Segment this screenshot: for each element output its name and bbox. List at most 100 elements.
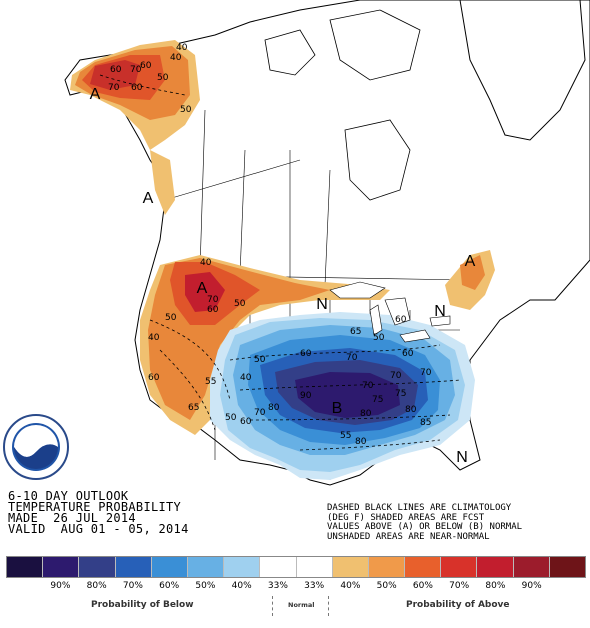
note-line: (DEG F) SHADED AREAS ARE FCST (327, 512, 485, 523)
contour-label: 50 (180, 105, 192, 115)
title-line: VALID AUG 01 - 05, 2014 (8, 522, 189, 536)
contour-label: 40 (170, 53, 182, 63)
marker-northwest: A (197, 280, 208, 297)
legend-captions: Probability of Below Normal Probability … (6, 596, 586, 616)
legend-swatch (115, 557, 152, 577)
legend-swatch (405, 557, 442, 577)
legend-swatch (79, 557, 116, 577)
legend-swatch (441, 557, 478, 577)
noaa-logo: NOAA (3, 414, 69, 480)
contour-label: 60 (240, 417, 252, 427)
legend-swatch (549, 557, 585, 577)
legend-tick: 50% (195, 581, 216, 591)
contour-label: 80 (355, 437, 367, 447)
contour-label: 50 (165, 313, 177, 323)
marker-n-east: N (434, 303, 446, 320)
region-markers: A A A A B N N N (90, 86, 476, 466)
contour-label: 60 (148, 373, 160, 383)
title-line: 6-10 DAY OUTLOOK (8, 489, 129, 503)
legend-swatch (260, 557, 297, 577)
shade-ne-50 (460, 255, 485, 290)
legend-swatch (7, 557, 44, 577)
note-line: UNSHADED AREAS ARE NEAR-NORMAL (327, 531, 490, 542)
legend-tick: 60% (159, 581, 180, 591)
contour-label: 90 (300, 391, 312, 401)
contour-label: 40 (200, 258, 212, 268)
contour-label: 70 (130, 65, 142, 75)
legend-swatch (368, 557, 406, 577)
contour-label: 60 (402, 349, 414, 359)
contour-label: 75 (372, 395, 383, 405)
legend-normal-label: Normal (288, 601, 315, 609)
climatology-note: DASHED BLACK LINES ARE CLIMATOLOGY (DEG F… (327, 503, 523, 542)
hudson-bay (344, 119, 411, 201)
contour-label: 40 (240, 373, 252, 383)
legend-swatch-bar (6, 556, 586, 578)
contour-label: 70 (346, 353, 358, 363)
marker-n-florida: N (456, 449, 468, 466)
contour-label: 80 (405, 405, 417, 415)
marker-central: B (332, 400, 343, 417)
contour-label: 75 (395, 389, 406, 399)
contour-label: 40 (176, 43, 188, 53)
legend-tick: 90% (50, 581, 71, 591)
contour-labels: 60 70 60 50 40 70 60 50 40 60 70 50 40 6… (108, 43, 432, 447)
marker-n-lakes: N (316, 296, 328, 313)
contour-label: 60 (140, 61, 152, 71)
legend-swatch (513, 557, 550, 577)
note-line: VALUES ABOVE (A) OR BELOW (B) NORMAL (327, 522, 523, 532)
legend-tick: 80% (86, 581, 107, 591)
legend-swatch (151, 557, 188, 577)
contour-label: 60 (300, 349, 312, 359)
contour-label: 60 (131, 83, 143, 93)
marker-alaska: A (90, 86, 101, 103)
contour-label: 65 (188, 403, 199, 413)
contour-label: 80 (268, 403, 280, 413)
great-lakes (329, 281, 451, 343)
legend-tick: 70% (449, 581, 470, 591)
contour-label: 55 (205, 377, 216, 387)
legend-swatch (477, 557, 514, 577)
legend-swatch (332, 557, 369, 577)
legend-above-label: Probability of Above (406, 600, 510, 610)
contour-label: 60 (110, 65, 122, 75)
contour-label: 50 (157, 73, 169, 83)
shade-se-alaska (150, 150, 175, 215)
legend-swatch (43, 557, 80, 577)
contour-label: 60 (207, 305, 219, 315)
shade-below-90 (295, 372, 400, 418)
shade-nw-70 (185, 272, 225, 312)
legend-tick: 50% (376, 581, 397, 591)
contour-label: 60 (395, 315, 407, 325)
note-line: DASHED BLACK LINES ARE CLIMATOLOGY (327, 503, 512, 513)
contour-label: 70 (362, 381, 374, 391)
legend-tick: 80% (485, 581, 506, 591)
contour-label: 85 (420, 418, 431, 428)
contour-label: 70 (207, 295, 219, 305)
legend-swatch (224, 557, 261, 577)
legend-tick-row: 90% 80% 70% 60% 50% 40% 33% 33% 40% 50% 60% 70% 80% 9… (6, 578, 586, 592)
noaa-logo-text: NOAA (24, 432, 48, 441)
legend-divider (272, 596, 273, 616)
legend-below-label: Probability of Below (91, 600, 194, 610)
legend-divider (328, 596, 329, 616)
contour-label: 70 (420, 368, 432, 378)
legend-swatch (296, 557, 333, 577)
contour-label: 50 (373, 333, 385, 343)
legend-tick: 40% (340, 581, 361, 591)
legend-tick: 40% (231, 581, 252, 591)
contour-label: 65 (350, 327, 361, 337)
contour-label: 50 (225, 413, 237, 423)
contour-label: 50 (254, 355, 266, 365)
legend-tick: 33% (267, 581, 288, 591)
contour-label: 80 (360, 409, 372, 419)
legend-tick: 70% (122, 581, 143, 591)
legend-swatch (187, 557, 225, 577)
climatology-lines (99, 74, 461, 451)
contour-label: 70 (254, 408, 266, 418)
arctic-island (264, 29, 316, 76)
title-line: MADE 26 JUL 2014 (8, 511, 136, 525)
title-line: TEMPERATURE PROBABILITY (8, 500, 182, 514)
shade-alaska-70 (90, 60, 140, 90)
